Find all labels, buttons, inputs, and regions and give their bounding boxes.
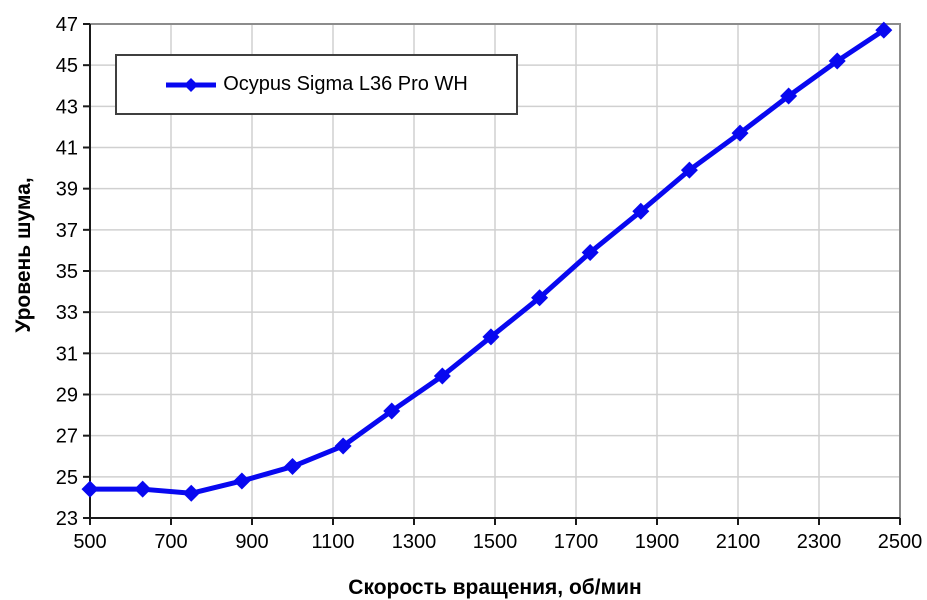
x-tick-label: 2500 [878,531,923,553]
data-point-marker [383,402,401,420]
data-point-marker [284,458,301,476]
data-point-marker [482,328,500,346]
data-point-marker [233,472,251,490]
x-tick-label: 1700 [554,531,599,553]
y-tick-label: 23 [56,508,78,530]
data-point-marker [828,52,846,70]
data-point-marker [182,484,200,502]
legend-label: Ocypus Sigma L36 Pro WH [223,73,468,95]
y-tick-label: 31 [56,343,78,365]
x-tick-label: 1500 [473,531,518,553]
x-tick-label: 1900 [635,531,680,553]
y-tick-label: 39 [56,179,78,201]
x-tick-label: 1300 [392,531,437,553]
x-tick-label: 2100 [716,531,761,553]
data-point-marker [780,87,798,105]
y-tick-label: 41 [56,138,78,160]
x-tick-label: 900 [235,531,268,553]
data-point-marker [433,367,451,385]
x-tick-label: 500 [73,531,106,553]
y-tick-label: 33 [56,302,78,324]
y-tick-label: 27 [56,426,78,448]
y-tick-label: 25 [56,467,78,489]
data-point-marker [632,202,650,220]
x-axis-title: Скорость вращения, об/мин [348,576,642,599]
x-tick-label: 2300 [797,531,842,553]
legend: Ocypus Sigma L36 Pro WH [115,54,518,115]
y-tick-label: 35 [56,261,78,283]
y-tick-label: 43 [56,96,78,118]
y-tick-label: 29 [56,385,78,407]
data-point-marker [731,124,749,142]
x-tick-label: 1100 [311,531,354,553]
data-point-marker [680,161,698,179]
y-axis-title: Уровень шума, [12,177,35,333]
data-point-marker [334,437,352,455]
legend-line-marker-icon [166,77,217,92]
data-point-marker [81,480,99,498]
y-tick-label: 45 [56,55,78,77]
data-point-marker [875,21,893,39]
data-point-marker [531,289,549,307]
y-tick-label: 47 [56,14,78,36]
y-tick-label: 37 [56,220,78,242]
data-point-marker [581,243,599,261]
data-point-marker [134,480,152,498]
x-tick-label: 700 [154,531,187,553]
